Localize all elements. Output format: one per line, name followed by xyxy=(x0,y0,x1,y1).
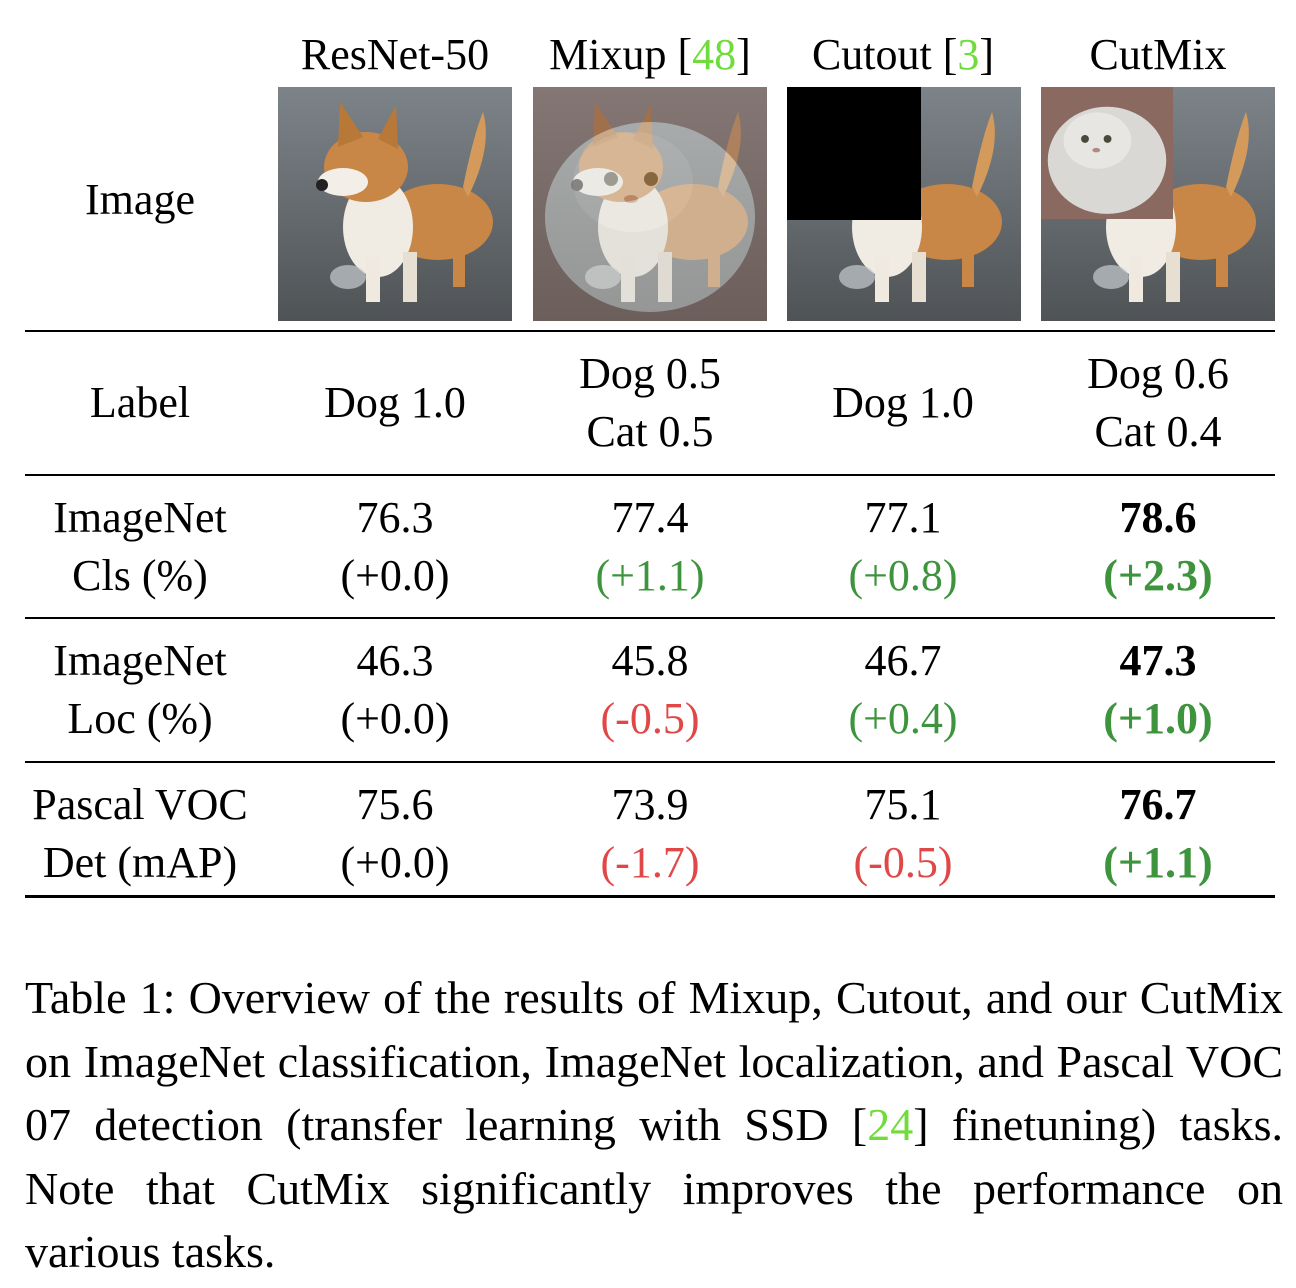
metric-delta: (+1.1) xyxy=(1103,838,1213,887)
metric-value: 45.8 xyxy=(611,636,689,685)
table-rule xyxy=(25,474,1275,476)
metric-delta: (+1.0) xyxy=(1103,694,1213,743)
metric-delta: (+2.3) xyxy=(1103,551,1213,600)
label-cell: Dog 0.5 Cat 0.5 xyxy=(579,349,721,456)
metric-cell: 78.6 (+2.3) xyxy=(1103,489,1212,605)
metric-cell: 76.7 (+1.1) xyxy=(1103,776,1212,892)
table-rule xyxy=(25,761,1275,763)
cutout-mask xyxy=(787,87,921,220)
metric-value: 78.6 xyxy=(1119,493,1197,542)
label-cell: Dog 0.6 Cat 0.4 xyxy=(1087,349,1229,456)
row-label: Pascal VOC Det (mAP) xyxy=(32,780,248,887)
row-label-label: Label xyxy=(89,378,191,427)
row-label-image: Image xyxy=(85,175,195,224)
citation-link[interactable]: 3 xyxy=(957,30,980,79)
metric-delta: (-0.5) xyxy=(600,694,700,743)
metric-value: 47.3 xyxy=(1119,636,1197,685)
column-header-resnet50: ResNet-50 xyxy=(300,30,490,79)
metric-cell: 46.7 (+0.4) xyxy=(848,632,957,748)
table-rule xyxy=(25,330,1275,332)
metric-cell: 77.4 (+1.1) xyxy=(595,489,704,605)
metric-value: 77.1 xyxy=(864,493,942,542)
citation-link[interactable]: 24 xyxy=(867,1099,914,1150)
metric-delta: (+0.8) xyxy=(848,551,958,600)
metric-value: 73.9 xyxy=(611,780,689,829)
metric-value: 75.6 xyxy=(356,780,434,829)
row-label: ImageNet Loc (%) xyxy=(53,636,227,743)
metric-delta: (+0.0) xyxy=(340,838,450,887)
cutout-image xyxy=(787,87,1021,321)
metric-delta: (-0.5) xyxy=(853,838,953,887)
metric-cell: 76.3 (+0.0) xyxy=(340,489,449,605)
metric-delta: (+0.0) xyxy=(340,694,450,743)
metric-cell: 47.3 (+1.0) xyxy=(1103,632,1212,748)
metric-value: 46.3 xyxy=(356,636,434,685)
metric-cell: 75.1 (-0.5) xyxy=(854,776,953,892)
citation-link[interactable]: 48 xyxy=(692,30,737,79)
metric-value: 76.3 xyxy=(356,493,434,542)
metric-cell: 73.9 (-1.7) xyxy=(601,776,700,892)
table-bottom-rule xyxy=(25,895,1275,898)
mixup-image xyxy=(533,87,767,321)
metric-cell: 77.1 (+0.8) xyxy=(848,489,957,605)
metric-cell: 75.6 (+0.0) xyxy=(340,776,449,892)
table-caption: Table 1: Overview of the results of Mixu… xyxy=(25,972,1283,1277)
metric-value: 77.4 xyxy=(611,493,689,542)
metric-value: 76.7 xyxy=(1119,780,1197,829)
metric-cell: 45.8 (-0.5) xyxy=(601,632,700,748)
column-header-cutout: Cutout [3] xyxy=(811,30,995,79)
column-header-mixup: Mixup [48] xyxy=(549,30,751,79)
metric-delta: (+0.0) xyxy=(340,551,450,600)
metric-cell: 46.3 (+0.0) xyxy=(340,632,449,748)
metric-value: 75.1 xyxy=(864,780,942,829)
table-rule xyxy=(25,617,1275,619)
resnet-dog-image xyxy=(278,87,512,321)
metric-delta: (+0.4) xyxy=(848,694,958,743)
label-cell: Dog 1.0 xyxy=(832,378,974,427)
metric-delta: (+1.1) xyxy=(595,551,705,600)
metric-value: 46.7 xyxy=(864,636,942,685)
label-cell: Dog 1.0 xyxy=(324,378,466,427)
row-label: ImageNet Cls (%) xyxy=(53,493,227,600)
column-header-cutmix: CutMix xyxy=(1089,30,1227,79)
metric-delta: (-1.7) xyxy=(600,838,700,887)
cutmix-image xyxy=(1041,87,1275,321)
